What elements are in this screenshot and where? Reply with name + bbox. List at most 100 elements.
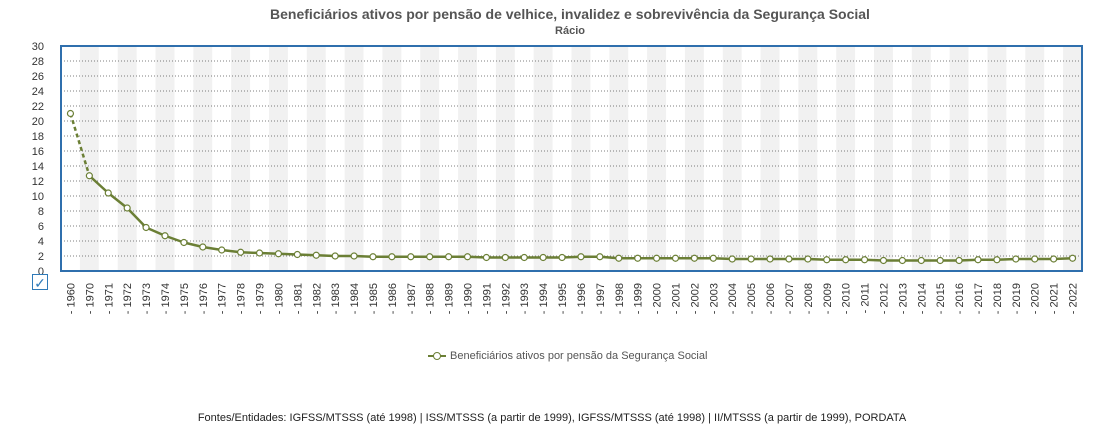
chart-subtitle: Rácio (555, 25, 585, 37)
plot-band (1063, 46, 1082, 271)
plot-band (722, 46, 742, 271)
data-point (860, 256, 869, 264)
data-point (388, 253, 396, 261)
series-toggle-checkbox[interactable]: ✓ (32, 274, 48, 291)
x-tick-label: - 2005 (746, 283, 758, 314)
x-tick-label: - 1972 (122, 283, 134, 314)
plot-band (382, 46, 402, 271)
x-tick-label: - 1974 (160, 283, 172, 314)
data-point (709, 254, 717, 262)
x-tick-label: - 1973 (141, 283, 153, 314)
plot-band (268, 46, 288, 271)
x-tick-label: - 1975 (179, 283, 191, 314)
data-point (274, 250, 283, 258)
x-tick-label: - 2004 (727, 283, 739, 314)
x-tick-label: - 1987 (406, 283, 418, 314)
data-point (577, 253, 585, 261)
data-point (917, 256, 925, 265)
source-note: Fontes/Entidades: IGFSS/MTSSS (até 1998)… (197, 412, 907, 424)
data-point (898, 256, 906, 265)
x-tick-label: - 1990 (463, 283, 475, 314)
x-tick-label: - 2018 (992, 283, 1004, 314)
x-tick-label: - 2007 (784, 283, 796, 314)
data-point (293, 250, 301, 259)
x-tick-label: - 1979 (255, 283, 267, 314)
x-tick-label: - 2009 (822, 283, 834, 314)
x-tick-label: - 2022 (1068, 283, 1080, 314)
data-point (558, 253, 566, 262)
plot-band (647, 46, 667, 271)
x-tick-label: - 1978 (236, 283, 248, 314)
y-tick-label: 16 (32, 146, 44, 158)
plot-band (684, 46, 704, 271)
plot-band (495, 46, 515, 271)
data-point (596, 253, 604, 261)
data-point (445, 253, 453, 261)
data-point (237, 248, 245, 256)
plot-band (1025, 46, 1045, 271)
data-point (1068, 254, 1077, 262)
x-tick-label: - 2017 (973, 283, 985, 314)
x-tick-label: - 2020 (1030, 283, 1042, 314)
x-tick-label: - 1996 (576, 283, 588, 314)
x-tick-label: - 1997 (595, 283, 607, 314)
data-point (728, 255, 736, 263)
x-tick-label: - 1982 (311, 283, 323, 314)
x-tick-label: - 2003 (708, 283, 720, 314)
x-tick-label: - 2001 (670, 283, 682, 314)
data-point (199, 243, 207, 251)
x-tick-label: - 2006 (765, 283, 777, 314)
y-tick-label: 22 (32, 101, 44, 113)
data-point (142, 223, 150, 232)
plot-band (874, 46, 893, 271)
x-tick-label: - 1960 (65, 283, 77, 314)
plot-band (533, 46, 553, 271)
y-tick-label: 26 (32, 71, 44, 83)
data-point (1031, 255, 1039, 263)
plot-band (155, 46, 175, 271)
series-line-dashed (69, 113, 91, 177)
x-tick-label: - 2000 (652, 283, 664, 314)
data-point (161, 232, 169, 240)
data-point (218, 246, 226, 254)
x-tick-label: - 1981 (292, 283, 304, 314)
x-tick-label: - 1985 (368, 283, 380, 314)
x-tick-label: - 2011 (860, 283, 872, 313)
x-tick-label: - 1994 (538, 283, 550, 314)
x-tick-label: - 2012 (878, 283, 890, 314)
x-tick-label: - 1989 (444, 283, 456, 314)
data-point (350, 252, 358, 260)
y-tick-label: 4 (38, 236, 44, 248)
data-point (255, 249, 264, 257)
data-point (104, 189, 112, 197)
chart-title: Beneficiários ativos por pensão de velhi… (270, 6, 870, 22)
plot-band (79, 46, 99, 271)
data-point (426, 253, 434, 261)
x-tick-label: - 2021 (1049, 283, 1061, 314)
y-tick-label: 10 (32, 191, 44, 203)
data-point (823, 256, 831, 264)
y-tick-label: 18 (32, 131, 44, 143)
y-tick-label: 28 (32, 56, 44, 68)
x-tick-label: - 2015 (935, 283, 947, 314)
x-tick-label: - 1999 (633, 283, 645, 314)
plot-band (193, 46, 213, 271)
x-tick-label: - 2013 (897, 283, 909, 314)
x-tick-label: - 1995 (557, 283, 569, 314)
plot-border (60, 45, 1083, 272)
y-tick-label: 12 (32, 176, 44, 188)
data-point (520, 253, 528, 262)
plot-band (571, 46, 591, 271)
y-tick-label: 8 (38, 206, 44, 218)
x-tick-label: - 2019 (1011, 283, 1023, 314)
plot-band (344, 46, 364, 271)
data-point (180, 238, 188, 247)
x-tick-label: - 1971 (103, 283, 115, 314)
plot-band (117, 46, 137, 271)
x-tick-label: - 2008 (803, 283, 815, 314)
data-point (671, 254, 680, 262)
x-tick-label: - 1993 (519, 283, 531, 314)
legend[interactable]: Beneficiários ativos por pensão da Segur… (428, 350, 707, 362)
data-point (955, 256, 963, 265)
data-point (974, 256, 982, 264)
